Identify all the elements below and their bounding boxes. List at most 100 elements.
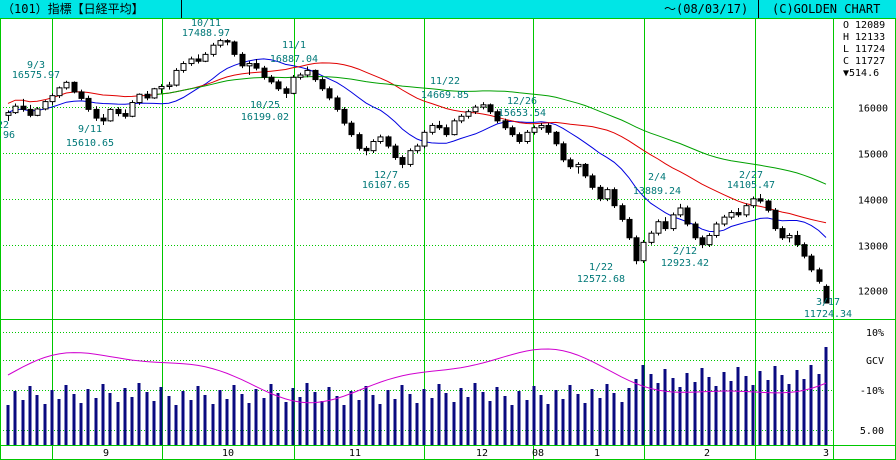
candle-body [721,216,728,225]
volume-bar [211,404,215,445]
volume-bar [714,386,718,445]
candle-body [801,244,808,257]
volume-bar [415,403,419,445]
annotation-date: 3/17 [816,297,840,308]
candle-body [253,63,260,69]
candle-body [626,218,633,239]
candle-body [728,212,735,218]
volume-bar [262,398,266,445]
annotation-date: 12/26 [507,96,537,107]
volume-bar [116,402,120,445]
candle-body [217,40,224,46]
volume-bar [444,393,448,445]
volume-bar [452,402,456,445]
month-label: 2 [704,448,710,459]
volume-bar [174,405,178,445]
annotation-value: 15653.54 [498,108,546,119]
candle-body [63,81,70,89]
candle-body [823,285,830,304]
price-tick-label: 15000 [858,150,888,161]
volume-bar [751,385,755,445]
candle-body [451,120,458,136]
month-label: 08 [532,448,544,459]
candle-body [239,53,246,67]
volume-bar [488,401,492,445]
volume-bar [335,396,339,445]
annotation-value: 16575.97 [12,70,60,81]
annotation-value: 15610.65 [66,138,114,149]
volume-bar [459,388,463,445]
volume-bar [123,388,127,445]
candle-body [144,93,151,99]
annotation-value: 87.96 [0,130,15,141]
ma-long-line [154,75,827,185]
candle-body [297,74,304,78]
candle-body [210,44,217,55]
annotation-value: 12572.68 [577,274,625,285]
ohlc-readout: O 12089 [843,20,885,31]
volume-bar [86,389,90,445]
volume-bar [13,391,17,445]
volume-bar [795,370,799,445]
volume-bar [196,386,200,445]
volume-bar [641,365,645,445]
candle-body [436,124,443,129]
month-label: 3 [823,448,829,459]
volume-bar [517,391,521,445]
volume-bar [773,366,777,445]
candle-body [85,97,92,110]
candle-body [692,223,699,239]
candle-body [560,143,567,161]
annotation-value: 12923.42 [661,258,709,269]
candle-body [385,136,392,147]
volume-bar [663,369,667,445]
candle-body [27,108,34,116]
candle-body [772,209,779,230]
candle-body [487,104,494,113]
volume-bar [101,384,105,445]
volume-bar [167,396,171,445]
volume-bar [605,384,609,445]
volume-bar [722,372,726,445]
candle-body [531,127,538,133]
volume-bar [693,382,697,445]
volume-bar [620,402,624,445]
volume-bar [320,401,324,445]
candle-body [202,53,209,62]
price-tick-label: 16000 [858,104,888,115]
volume-bar [481,392,485,445]
volume-bar [590,389,594,445]
volume-bar [627,388,631,445]
annotation-value: 17488.97 [182,28,230,39]
annotation-date: 9/11 [78,124,102,135]
volume-bar [152,401,156,445]
annotation-date: 1/22 [589,262,613,273]
volume-bar [525,400,529,445]
month-label: 9 [103,448,109,459]
volume-bar [130,397,134,445]
candle-body [472,106,479,113]
candle-body [356,134,363,149]
volume-bar [787,384,791,445]
candle-body [750,198,757,207]
candle-body [786,234,793,239]
candle-body [524,131,531,142]
copyright-label: (C)GOLDEN CHART [772,2,881,16]
candle-body [5,112,12,116]
annotation-date: /22 [0,120,9,131]
candle-body [304,69,311,76]
candle-body [677,207,684,216]
volume-bar [64,385,68,445]
volume-bar [612,393,616,445]
volume-bar [430,398,434,445]
volume-bar [598,398,602,445]
header-separator [758,0,759,18]
volume-bar [707,377,711,445]
candle-body [662,221,669,230]
volume-bar [50,390,54,445]
candle-body [399,157,406,165]
volume-bar [809,365,813,445]
price-tick-label: 14000 [858,196,888,207]
volume-bar [554,390,558,445]
volume-bar [700,368,704,445]
